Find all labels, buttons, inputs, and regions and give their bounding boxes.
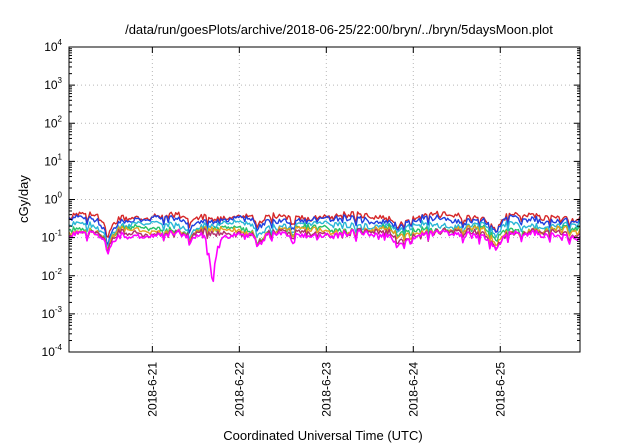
y-tick-label: 100	[44, 191, 62, 207]
grid-lines	[69, 47, 580, 352]
y-tick-label: 104	[44, 38, 62, 54]
x-tick-label: 2018-6-25	[493, 362, 507, 417]
series-lines	[68, 210, 581, 283]
y-axis-label: cGy/day	[16, 175, 31, 223]
series-line	[68, 223, 581, 250]
chart-title: /data/run/goesPlots/archive/2018-06-25/2…	[125, 22, 553, 37]
y-tick-label: 10-3	[42, 305, 63, 321]
x-axis-label: Coordinated Universal Time (UTC)	[223, 428, 422, 443]
x-tick-label: 2018-6-22	[232, 362, 246, 417]
y-tick-label: 103	[44, 76, 62, 92]
series-line	[68, 214, 581, 246]
y-tick-label: 101	[44, 152, 62, 168]
y-tick-label: 10-4	[42, 343, 63, 359]
series-line	[68, 224, 581, 250]
x-tick-label: 2018-6-23	[319, 362, 333, 417]
y-tick-label: 10-2	[42, 267, 63, 283]
series-line	[68, 219, 581, 247]
y-tick-label: 102	[44, 114, 62, 130]
series-line	[68, 229, 581, 283]
x-tick-label: 2018-6-24	[406, 362, 420, 417]
y-tick-label: 10-1	[42, 229, 63, 245]
plot-frame	[68, 46, 581, 353]
x-tick-label: 2018-6-21	[145, 362, 159, 417]
